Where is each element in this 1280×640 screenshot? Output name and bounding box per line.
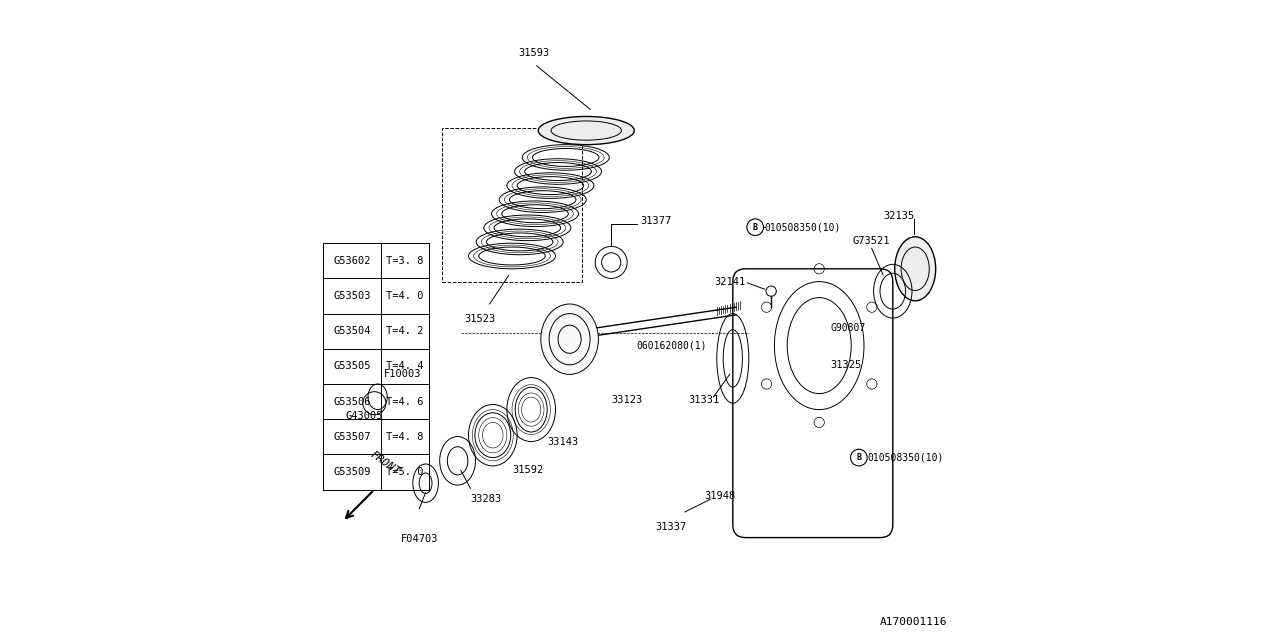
Text: 31948: 31948 [704,491,735,501]
Text: G53602: G53602 [333,256,371,266]
Text: G53509: G53509 [333,467,371,477]
Text: 010508350(10): 010508350(10) [868,452,943,463]
Text: 33143: 33143 [548,436,579,447]
Text: G43005: G43005 [346,411,383,421]
Ellipse shape [541,304,599,374]
Text: T=4. 4: T=4. 4 [387,362,424,371]
Text: T=3. 8: T=3. 8 [387,256,424,266]
Text: T=4. 8: T=4. 8 [387,432,424,442]
Text: 060162080(1): 060162080(1) [637,340,708,351]
Text: T=4. 2: T=4. 2 [387,326,424,336]
Text: G73521: G73521 [852,236,891,246]
Text: T=5. 0: T=5. 0 [387,467,424,477]
Text: 33283: 33283 [471,494,502,504]
Text: 31325: 31325 [831,360,861,370]
Ellipse shape [539,116,635,145]
Text: 31337: 31337 [655,522,686,532]
Circle shape [850,449,868,466]
Text: 31593: 31593 [518,47,550,58]
Text: 32141: 32141 [714,276,745,287]
Text: G53503: G53503 [333,291,371,301]
Text: F04703: F04703 [401,534,438,545]
Ellipse shape [895,237,936,301]
Text: G53507: G53507 [333,432,371,442]
Text: FRONT: FRONT [369,449,402,477]
Text: G53506: G53506 [333,397,371,406]
Text: G53505: G53505 [333,362,371,371]
Text: 31523: 31523 [465,314,495,324]
Circle shape [748,219,764,236]
Text: 32135: 32135 [883,211,915,221]
Text: G53504: G53504 [333,326,371,336]
Text: 31592: 31592 [512,465,543,476]
Text: B: B [856,453,861,462]
Text: 31331: 31331 [689,395,719,405]
Text: F10003: F10003 [384,369,421,380]
Text: 010508350(10): 010508350(10) [765,222,841,232]
Text: 31377: 31377 [640,216,671,226]
Text: B: B [753,223,758,232]
Text: G90807: G90807 [831,323,867,333]
Text: T=4. 0: T=4. 0 [387,291,424,301]
Text: A170001116: A170001116 [879,617,947,627]
Text: 33123: 33123 [612,395,643,405]
Text: T=4. 6: T=4. 6 [387,397,424,406]
